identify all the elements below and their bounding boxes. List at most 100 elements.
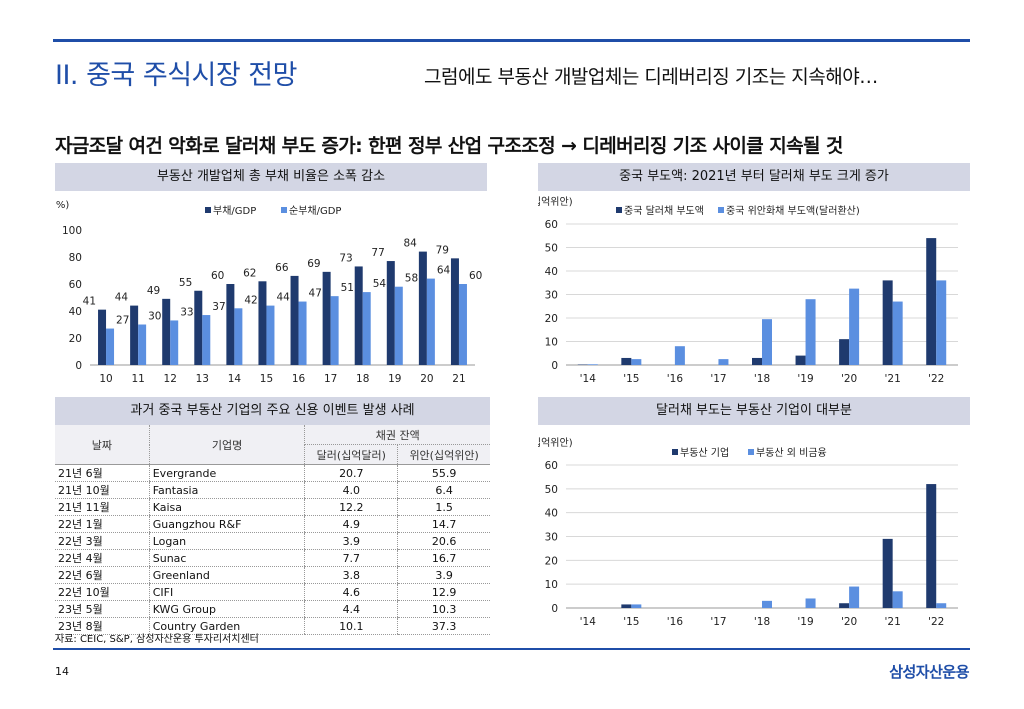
bar-series1 (162, 298, 171, 365)
bar-series2 (762, 600, 772, 608)
y-tick-label: 50 (545, 243, 558, 255)
bar-series1 (354, 266, 363, 365)
bar-series2 (892, 591, 903, 608)
cell-company: Sunac (148, 549, 305, 567)
data-label: 55 (179, 277, 192, 289)
bar-series2 (849, 288, 860, 365)
data-label: 49 (147, 285, 160, 297)
data-label: 37 (212, 301, 225, 313)
cell-cny: 6.4 (397, 481, 490, 499)
data-label: 73 (339, 252, 352, 264)
legend-swatch (616, 207, 622, 213)
legend-swatch (281, 207, 287, 213)
cell-date: 21년 11월 (55, 498, 150, 516)
data-label: 66 (275, 262, 289, 274)
bar-series1 (752, 357, 762, 365)
legend-entry: 중국 위안화채 부도액(달러환산) (726, 204, 860, 217)
cell-date: 21년 6월 (55, 464, 150, 482)
y-tick-label: 40 (545, 508, 558, 520)
data-label: 44 (115, 292, 129, 304)
legend-entry: 부채/GDP (213, 205, 256, 217)
y-tick-label: 20 (545, 313, 558, 325)
bar-series1 (882, 280, 893, 365)
x-tick-label: 13 (196, 373, 209, 385)
data-label: 41 (83, 296, 96, 308)
chart-unit: (십억위안) (538, 195, 573, 208)
bar-series2 (426, 278, 435, 365)
bar-series2 (936, 280, 947, 365)
cell-company: KWG Group (148, 600, 305, 618)
data-label: 44 (276, 292, 290, 304)
header-subtitle: 그럼에도 부동산 개발업체는 디레버리징 기조는 지속해야… (424, 66, 878, 88)
bar-series2 (234, 308, 243, 365)
data-label: 30 (148, 311, 161, 323)
cell-cny: 10.3 (397, 600, 490, 618)
x-tick-label: '14 (580, 616, 597, 628)
y-tick-label: 0 (551, 603, 558, 615)
cell-date: 22년 10월 (55, 583, 150, 601)
x-tick-label: 15 (260, 373, 273, 385)
cell-date: 22년 1월 (55, 515, 150, 533)
bar-series2 (458, 284, 467, 365)
bar-series2 (631, 604, 642, 608)
legend-swatch (205, 207, 211, 213)
table-row: 21년 11월 Kaisa 12.2 1.5 (55, 498, 490, 516)
header-usd: 달러(십억달러) (304, 444, 398, 465)
y-tick-label: 60 (545, 219, 558, 231)
header-bond-balance: 채권 잔액 (304, 425, 490, 445)
y-tick-label: 20 (69, 333, 82, 345)
cell-usd: 4.6 (304, 583, 398, 601)
cell-cny: 3.9 (397, 566, 490, 584)
y-tick-label: 100 (62, 225, 82, 237)
data-label: 62 (243, 267, 256, 279)
x-tick-label: '19 (797, 616, 813, 628)
y-tick-label: 30 (545, 532, 558, 544)
data-label: 84 (404, 238, 418, 250)
bar-series1 (795, 355, 806, 365)
table-row: 21년 6월 Evergrande 20.7 55.9 (55, 464, 490, 482)
cell-company: Logan (148, 532, 305, 550)
bar-series1 (194, 290, 203, 365)
bar-series2 (631, 359, 642, 365)
x-tick-label: '16 (667, 616, 684, 628)
cell-usd: 3.8 (304, 566, 398, 584)
bar-series1 (882, 538, 893, 608)
bar-series1 (258, 281, 267, 365)
y-tick-label: 40 (69, 306, 82, 318)
x-tick-label: '17 (710, 373, 726, 385)
x-tick-label: '14 (580, 373, 597, 385)
bottom-rule (53, 648, 970, 650)
y-tick-label: 60 (545, 460, 558, 472)
data-label: 60 (211, 270, 224, 282)
x-tick-label: '15 (623, 616, 639, 628)
data-label: 51 (341, 282, 354, 294)
bar-series1 (839, 339, 850, 365)
debt-ratio-chart: (%) 부채/GDP 순부채/GDP 0 20 40 60 80 100 10 41 27 11 44 30… (55, 200, 482, 385)
bar-series2 (362, 292, 371, 365)
data-label: 47 (309, 288, 322, 300)
x-tick-label: '18 (754, 373, 770, 385)
bar-series1 (621, 604, 632, 608)
cell-cny: 16.7 (397, 549, 490, 567)
y-tick-label: 0 (551, 360, 558, 372)
x-tick-label: '18 (754, 616, 770, 628)
x-tick-label: '22 (928, 373, 944, 385)
table-row: 21년 10월 Fantasia 4.0 6.4 (55, 481, 490, 499)
data-label: 54 (373, 278, 387, 290)
bar-series2 (138, 324, 147, 365)
table-row: 22년 3월 Logan 3.9 20.6 (55, 532, 490, 550)
table-title: 과거 중국 부동산 기업의 주요 신용 이벤트 발생 사례 (55, 397, 490, 425)
data-label: 42 (244, 294, 257, 306)
x-tick-label: '20 (841, 373, 857, 385)
cell-cny: 14.7 (397, 515, 490, 533)
cell-company: Guangzhou R&F (148, 515, 305, 533)
y-tick-label: 60 (69, 279, 82, 291)
y-tick-label: 50 (545, 484, 558, 496)
x-tick-label: '21 (885, 373, 901, 385)
legend-entry: 부동산 외 비금융 (756, 447, 827, 459)
bar-series1 (926, 484, 937, 608)
x-tick-label: 21 (452, 373, 465, 385)
chart-unit: (십억위안) (538, 436, 573, 449)
bar-series2 (266, 305, 275, 365)
cell-usd: 12.2 (304, 498, 398, 516)
